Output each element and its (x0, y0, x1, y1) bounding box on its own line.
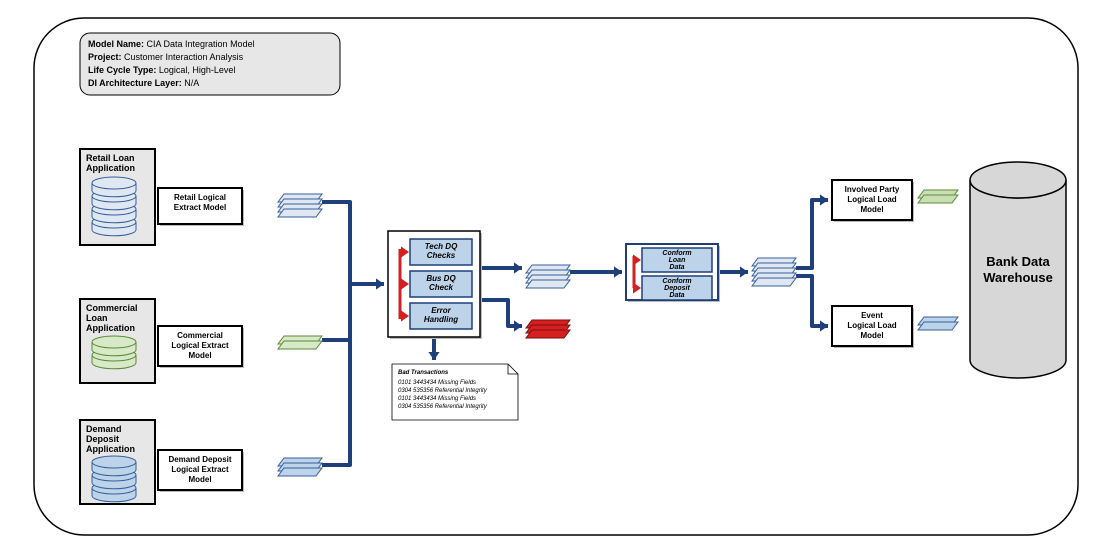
svg-text:Bank Data: Bank Data (986, 254, 1050, 269)
conform-out-stack (752, 258, 796, 286)
svg-text:Model Name: CIA Data Integrati: Model Name: CIA Data Integration Model (88, 39, 255, 49)
conform-box: ConformLoanDataConformDepositData (626, 244, 720, 302)
svg-text:Warehouse: Warehouse (983, 270, 1053, 285)
load-stack-0 (918, 190, 958, 203)
source-disks-0 (92, 177, 136, 236)
svg-text:Retail Loan: Retail Loan (86, 153, 135, 163)
svg-text:Application: Application (86, 323, 135, 333)
svg-text:Tech DQ: Tech DQ (425, 242, 458, 251)
svg-text:Model: Model (188, 351, 211, 360)
svg-text:Life Cycle Type: Logical, High: Life Cycle Type: Logical, High-Level (88, 65, 235, 75)
svg-text:0101 3443434 Missing Fields: 0101 3443434 Missing Fields (398, 380, 476, 386)
svg-text:Data: Data (669, 264, 684, 271)
source-stack-0 (278, 194, 322, 217)
svg-text:Conform: Conform (662, 250, 691, 257)
svg-text:0304 535356 Referential Integr: 0304 535356 Referential Integrity (398, 388, 488, 394)
svg-text:Event: Event (861, 311, 883, 320)
bad-transactions-report: Bad Transactions 0101 3443434 Missing Fie… (392, 364, 518, 420)
svg-text:Logical Extract: Logical Extract (171, 465, 229, 474)
svg-text:Check: Check (429, 283, 454, 292)
svg-text:Data: Data (669, 292, 684, 299)
svg-text:Deposit: Deposit (664, 285, 690, 292)
source-stack-1 (278, 336, 322, 349)
svg-text:Loan: Loan (669, 257, 686, 264)
svg-text:Model: Model (860, 331, 883, 340)
svg-text:Involved Party: Involved Party (845, 185, 900, 194)
bank-data-warehouse: Bank DataWarehouse (970, 162, 1066, 378)
source-disks-2 (92, 456, 136, 502)
svg-text:Commercial: Commercial (86, 303, 138, 313)
svg-text:Bad Transactions: Bad Transactions (398, 370, 449, 376)
svg-text:0304 535356 Referential Integr: 0304 535356 Referential Integrity (398, 404, 488, 410)
svg-text:Logical Load: Logical Load (847, 321, 896, 330)
svg-text:Model: Model (188, 475, 211, 484)
svg-text:Project: Customer Interaction: Project: Customer Interaction Analysis (88, 52, 244, 62)
svg-text:Loan: Loan (86, 313, 108, 323)
svg-text:Logical Load: Logical Load (847, 195, 896, 204)
svg-text:Demand Deposit: Demand Deposit (168, 455, 231, 464)
svg-text:Handling: Handling (424, 315, 458, 324)
svg-text:Retail Logical: Retail Logical (174, 193, 226, 202)
dq-box: Tech DQChecks Bus DQCheck ErrorHandling (388, 231, 482, 339)
load-stack-1 (918, 317, 958, 330)
svg-text:Extract Model: Extract Model (174, 203, 226, 212)
svg-text:Commercial: Commercial (177, 331, 223, 340)
source-disks-1 (92, 336, 136, 369)
reject-stack (526, 320, 570, 338)
svg-text:Conform: Conform (662, 278, 691, 285)
svg-text:Application: Application (86, 444, 135, 454)
svg-text:Checks: Checks (427, 251, 456, 260)
svg-text:DI Architecture Layer: N/A: DI Architecture Layer: N/A (88, 78, 199, 88)
svg-text:Error: Error (431, 306, 451, 315)
source-stack-2 (278, 458, 322, 476)
svg-text:Application: Application (86, 163, 135, 173)
diagram-root: Model Name: CIA Data Integration Model Pr… (0, 0, 1111, 551)
svg-text:Deposit: Deposit (86, 434, 119, 444)
svg-text:0101 3443434 Missing Fields: 0101 3443434 Missing Fields (398, 396, 476, 402)
svg-text:Bus DQ: Bus DQ (426, 274, 456, 283)
svg-text:Model: Model (860, 205, 883, 214)
svg-text:Logical Extract: Logical Extract (171, 341, 229, 350)
clean-stack (526, 265, 570, 288)
svg-text:Demand: Demand (86, 424, 122, 434)
